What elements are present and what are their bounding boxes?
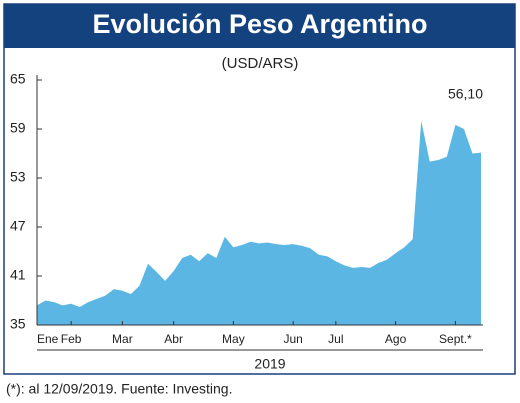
y-tick-label: 53 [10, 169, 26, 185]
x-tick-label: Sept.* [439, 332, 472, 346]
y-tick-label: 47 [10, 218, 26, 234]
x-tick-label: Abr [164, 332, 183, 346]
value-label: 56,10 [448, 85, 483, 101]
x-tick-label: May [222, 332, 245, 346]
x-tick-label: Jul [328, 332, 343, 346]
title-bar [4, 4, 515, 48]
x-tick-label: Ago [385, 332, 407, 346]
y-tick-label: 41 [10, 267, 26, 283]
footnote: (*): al 12/09/2019. Fuente: Investing. [6, 381, 232, 397]
chart-title: Evolución Peso Argentino [92, 9, 427, 39]
x-tick-label: Feb [61, 332, 82, 346]
area [37, 120, 481, 325]
x-axis-label: 2019 [254, 356, 285, 372]
y-tick-label: 65 [10, 71, 26, 87]
chart-subtitle: (USD/ARS) [222, 55, 299, 72]
y-tick-label: 35 [10, 316, 26, 332]
x-tick-label: Ene [37, 332, 59, 346]
x-tick-label: Jun [283, 332, 302, 346]
y-tick-label: 59 [10, 120, 26, 136]
x-tick-label: Mar [112, 332, 133, 346]
